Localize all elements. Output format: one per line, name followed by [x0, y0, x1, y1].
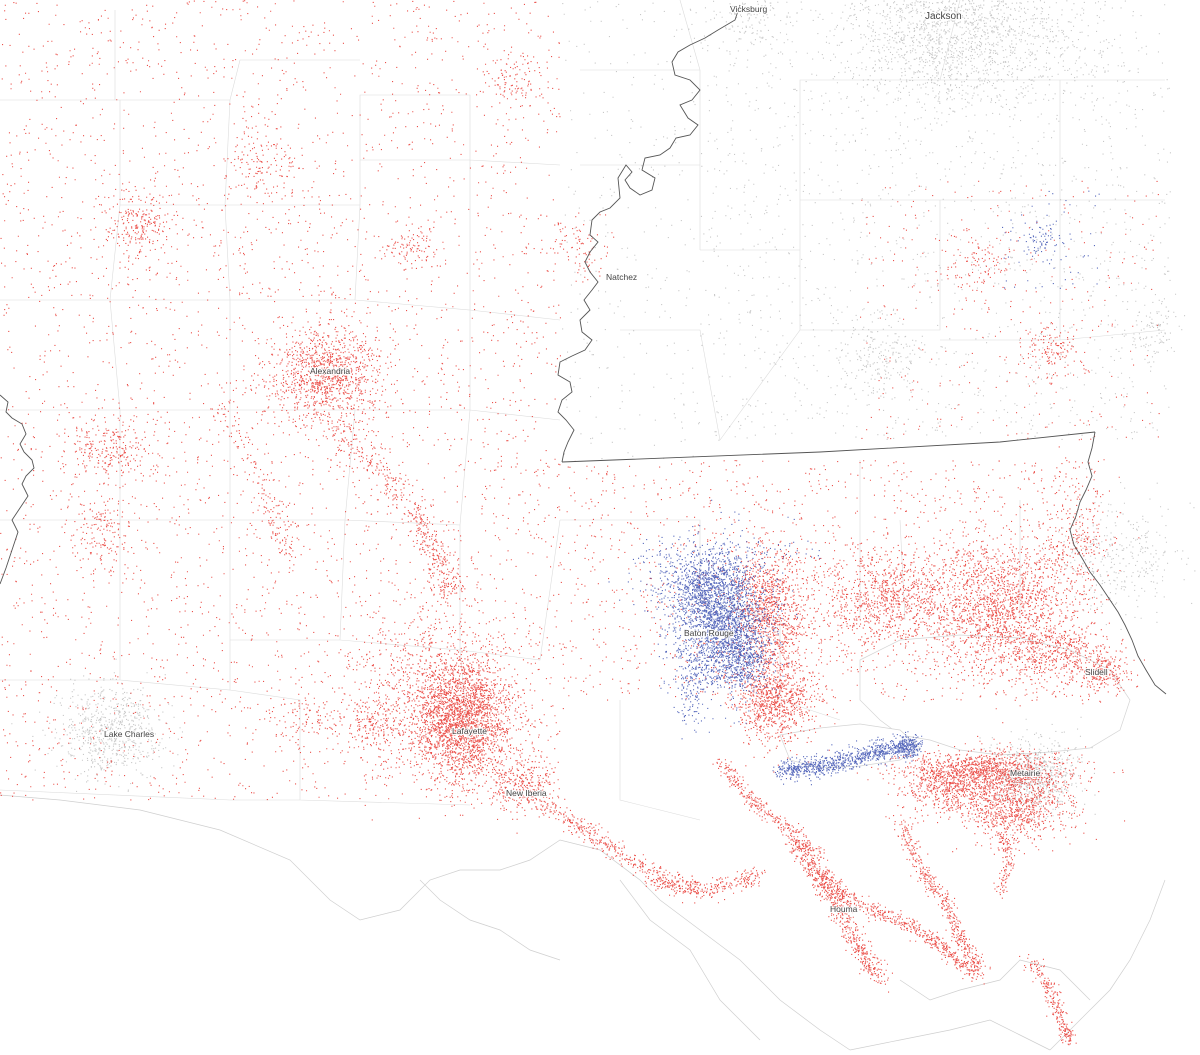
lake-pontchartrain [779, 634, 1131, 769]
county-boundaries [0, 0, 1166, 821]
coastline [0, 794, 1166, 1051]
city-label-jackson[interactable]: Jackson [924, 10, 963, 23]
state-borders [0, 4, 1167, 695]
city-label-lafayette[interactable]: Lafayette [451, 725, 488, 737]
city-label-vicksburg[interactable]: Vicksburg [729, 3, 769, 15]
city-labels: Vicksburg Jackson Natchez Alexandria Bat… [103, 3, 1109, 915]
city-label-houma[interactable]: Houma [829, 903, 859, 915]
city-label-lake-charles[interactable]: Lake Charles [103, 728, 155, 740]
city-label-new-iberia[interactable]: New Iberia [505, 787, 548, 799]
red-population-dots [0, 0, 1160, 1046]
city-label-natchez[interactable]: Natchez [605, 271, 638, 283]
city-label-slidell[interactable]: Slidell [1084, 666, 1109, 678]
city-label-alexandria[interactable]: Alexandria [309, 365, 352, 377]
city-label-baton-rouge[interactable]: Baton Rouge [683, 627, 735, 639]
city-label-metairie[interactable]: Metairie [1009, 767, 1042, 779]
